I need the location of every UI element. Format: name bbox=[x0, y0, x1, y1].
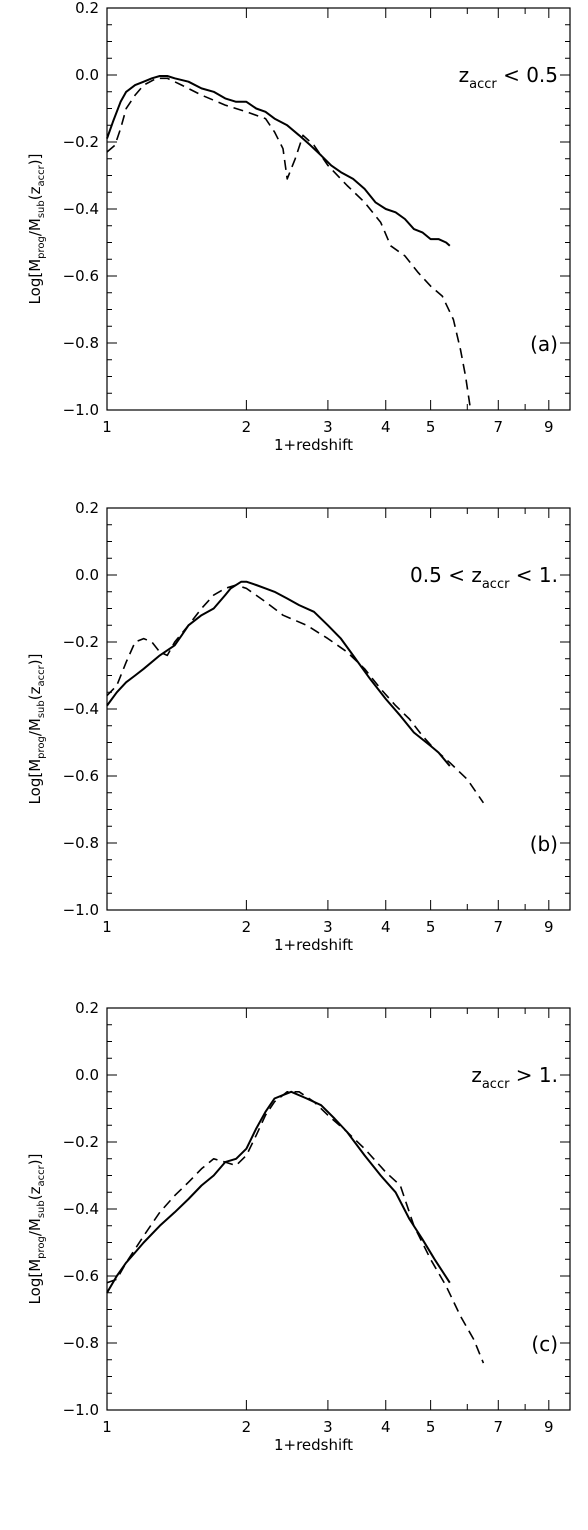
panel-label-c: (c) bbox=[531, 1332, 558, 1356]
x-tick-label-c: 3 bbox=[323, 1418, 333, 1436]
y-tick-label-c: −0.6 bbox=[63, 1267, 99, 1285]
series-solid-line-b bbox=[106, 580, 451, 767]
panel-a: 0.2 0.0 −0.2 −0.4 −0.6 −0.8 −1.01 2 3 4 5 7 9 1+redsh… bbox=[26, 0, 571, 454]
y-tick-label-a: −0.8 bbox=[63, 334, 99, 352]
x-tick-label-a: 5 bbox=[426, 418, 436, 436]
series-dashed-line-c bbox=[106, 1091, 485, 1364]
y-tick-label-b: −0.2 bbox=[63, 633, 99, 651]
y-tick-label-a: −1.0 bbox=[63, 401, 99, 419]
y-tick-label-b: −0.6 bbox=[63, 767, 99, 785]
x-tick-label-a: 1 bbox=[102, 418, 112, 436]
y-tick-label-c: −0.2 bbox=[63, 1133, 99, 1151]
x-tick-label-b: 7 bbox=[494, 918, 504, 936]
plot-frame-b bbox=[106, 507, 571, 911]
x-tick-label-c: 2 bbox=[242, 1418, 252, 1436]
y-tick-label-a: −0.6 bbox=[63, 267, 99, 285]
x-tick-label-c: 9 bbox=[544, 1418, 554, 1436]
annotation-a: zaccr < 0.5 bbox=[459, 63, 558, 92]
x-axis-label-c: 1+redshift bbox=[274, 1436, 353, 1454]
panel-label-b: (b) bbox=[530, 832, 558, 856]
y-tick-label-a: 0.0 bbox=[75, 66, 99, 84]
x-tick-label-a: 4 bbox=[381, 418, 391, 436]
series-solid-line-a bbox=[106, 75, 451, 247]
series-dashed-line-b bbox=[106, 584, 485, 804]
y-tick-label-c: −0.4 bbox=[63, 1200, 99, 1218]
x-tick-label-b: 2 bbox=[242, 918, 252, 936]
y-tick-label-b: −0.8 bbox=[63, 834, 99, 852]
panel-b: 0.2 0.0 −0.2 −0.4 −0.6 −0.8 −1.01 2 3 4 5 7 9 1+redsh… bbox=[26, 499, 571, 954]
y-tick-label-a: 0.2 bbox=[75, 0, 99, 17]
y-axis-label-a: Log[Mprog/Msub(zaccr)] bbox=[26, 154, 47, 305]
y-tick-label-b: −0.4 bbox=[63, 700, 99, 718]
x-tick-label-b: 4 bbox=[381, 918, 391, 936]
annotation-b: 0.5 < zaccr < 1. bbox=[410, 563, 558, 592]
y-tick-label-c: 0.0 bbox=[75, 1066, 99, 1084]
annotation-c: zaccr > 1. bbox=[471, 1063, 558, 1092]
x-tick-label-a: 3 bbox=[323, 418, 333, 436]
y-axis-label-c: Log[Mprog/Msub(zaccr)] bbox=[26, 1154, 47, 1305]
y-tick-label-c: −0.8 bbox=[63, 1334, 99, 1352]
x-tick-label-a: 9 bbox=[544, 418, 554, 436]
y-tick-label-c: −1.0 bbox=[63, 1401, 99, 1419]
series-dashed-line-a bbox=[106, 77, 472, 411]
x-tick-label-c: 7 bbox=[494, 1418, 504, 1436]
x-axis-label-b: 1+redshift bbox=[274, 936, 353, 954]
panel-label-a: (a) bbox=[530, 332, 558, 356]
y-axis-label-b: Log[Mprog/Msub(zaccr)] bbox=[26, 654, 47, 805]
panel-c: 0.2 0.0 −0.2 −0.4 −0.6 −0.8 −1.01 2 3 4 5 7 9 1+redsh… bbox=[26, 999, 571, 1454]
y-tick-label-b: −1.0 bbox=[63, 901, 99, 919]
series-solid-line-c bbox=[106, 1090, 451, 1294]
x-tick-label-b: 5 bbox=[426, 918, 436, 936]
x-axis-label-a: 1+redshift bbox=[274, 436, 353, 454]
y-tick-label-b: 0.2 bbox=[75, 499, 99, 517]
x-tick-label-b: 3 bbox=[323, 918, 333, 936]
x-tick-label-c: 5 bbox=[426, 1418, 436, 1436]
x-tick-label-a: 7 bbox=[494, 418, 504, 436]
plot-frame-c bbox=[106, 1007, 571, 1411]
x-tick-label-b: 1 bbox=[102, 918, 112, 936]
x-tick-label-c: 1 bbox=[102, 1418, 112, 1436]
y-tick-label-b: 0.0 bbox=[75, 566, 99, 584]
y-tick-label-c: 0.2 bbox=[75, 999, 99, 1017]
x-tick-label-b: 9 bbox=[544, 918, 554, 936]
x-tick-label-c: 4 bbox=[381, 1418, 391, 1436]
y-tick-label-a: −0.2 bbox=[63, 133, 99, 151]
x-tick-label-a: 2 bbox=[242, 418, 252, 436]
y-tick-label-a: −0.4 bbox=[63, 200, 99, 218]
